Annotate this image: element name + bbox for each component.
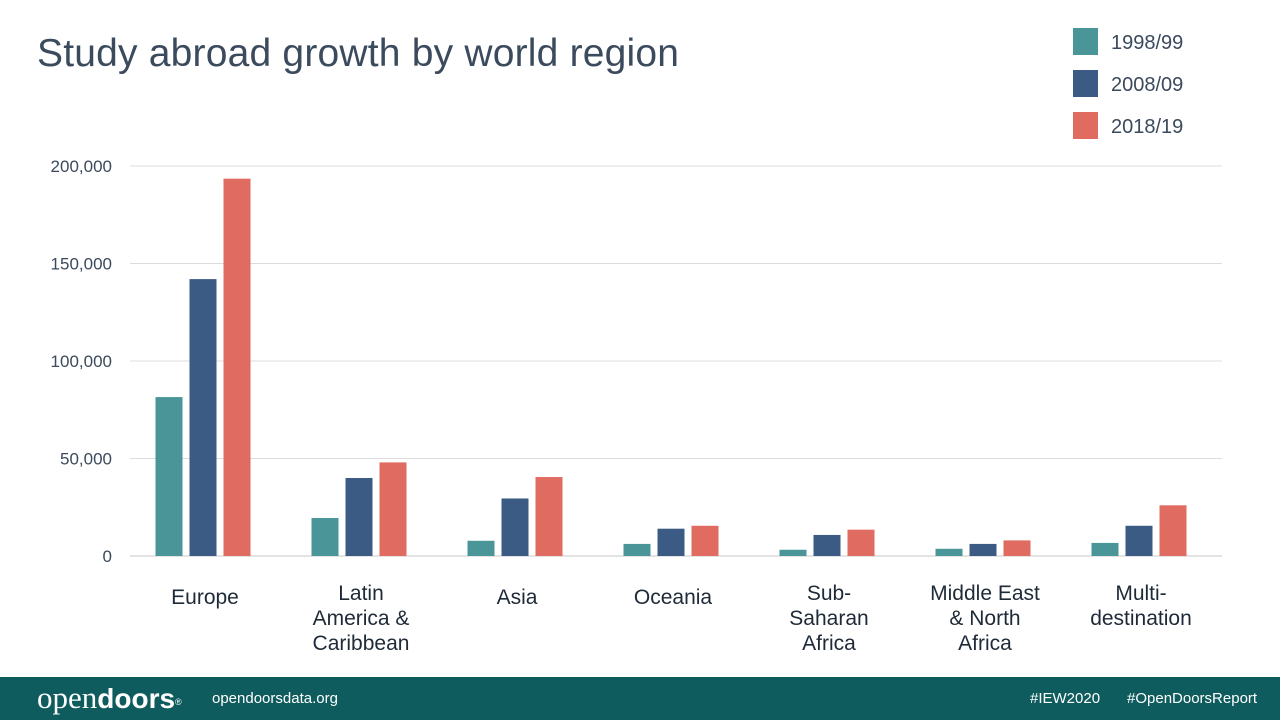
bar-2008-09 — [813, 534, 841, 556]
legend: 1998/99 2008/09 2018/19 — [1073, 28, 1183, 139]
bars — [155, 178, 1187, 557]
website-link[interactable]: opendoorsdata.org — [212, 690, 338, 707]
bar-1998-99 — [1091, 542, 1119, 556]
x-tick-label: Latin America & Caribbean — [313, 582, 410, 655]
x-tick-label: Europe — [171, 586, 239, 609]
bar-2018-19 — [1003, 540, 1031, 556]
y-tick-label: 0 — [103, 547, 112, 566]
legend-swatch — [1073, 70, 1098, 97]
bar-2018-19 — [535, 477, 563, 556]
y-tick-label: 100,000 — [51, 352, 112, 371]
bar-2008-09 — [969, 543, 997, 556]
bar-2018-19 — [223, 178, 251, 557]
legend-swatch — [1073, 112, 1098, 139]
bar-1998-99 — [935, 548, 963, 556]
y-tick-label: 200,000 — [51, 157, 112, 176]
hashtag-iew: #IEW2020 — [1030, 690, 1101, 707]
bar-2008-09 — [189, 279, 217, 556]
bar-1998-99 — [467, 540, 495, 556]
registered-mark: ® — [175, 697, 182, 707]
x-tick-label: Sub-Saharan Africa — [789, 582, 868, 655]
legend-label: 1998/99 — [1111, 32, 1183, 54]
logo-light-text: open — [37, 680, 98, 715]
legend-label: 2008/09 — [1111, 74, 1183, 96]
logo-bold-text: doors — [97, 683, 176, 714]
bar-1998-99 — [311, 517, 339, 556]
hashtag-opendoors: #OpenDoorsReport — [1127, 690, 1258, 707]
bar-1998-99 — [623, 543, 651, 556]
bar-2008-09 — [501, 498, 529, 556]
bar-2018-19 — [1159, 505, 1187, 556]
bar-2008-09 — [345, 478, 373, 556]
gridlines — [130, 165, 1222, 557]
legend-swatch — [1073, 28, 1098, 55]
chart-title: Study abroad growth by world region — [37, 32, 680, 75]
x-tick-label: Multi-destination — [1090, 582, 1192, 630]
bar-2008-09 — [657, 528, 685, 556]
x-axis: Europe Latin America & Caribbean Asia Oceania… — [171, 582, 1192, 655]
legend-label: 2018/19 — [1111, 116, 1183, 138]
bar-2008-09 — [1125, 525, 1153, 556]
bar-2018-19 — [691, 525, 719, 556]
bar-2018-19 — [379, 462, 407, 556]
bar-2018-19 — [847, 529, 875, 556]
y-tick-label: 150,000 — [51, 255, 112, 274]
bar-1998-99 — [155, 397, 183, 556]
x-tick-label: Oceania — [634, 586, 713, 609]
footer-bar: opendoors® opendoorsdata.org #IEW2020 #O… — [0, 677, 1280, 720]
bar-chart: 0 50,000 100,000 150,000 200,000 Europe Latin… — [51, 28, 1222, 655]
x-tick-label: Asia — [497, 586, 538, 609]
y-axis: 0 50,000 100,000 150,000 200,000 — [51, 157, 112, 566]
x-tick-label: Middle East & North Africa — [930, 582, 1040, 655]
y-tick-label: 50,000 — [60, 450, 112, 469]
opendoors-logo: opendoors® — [37, 681, 182, 716]
bar-1998-99 — [779, 549, 807, 556]
